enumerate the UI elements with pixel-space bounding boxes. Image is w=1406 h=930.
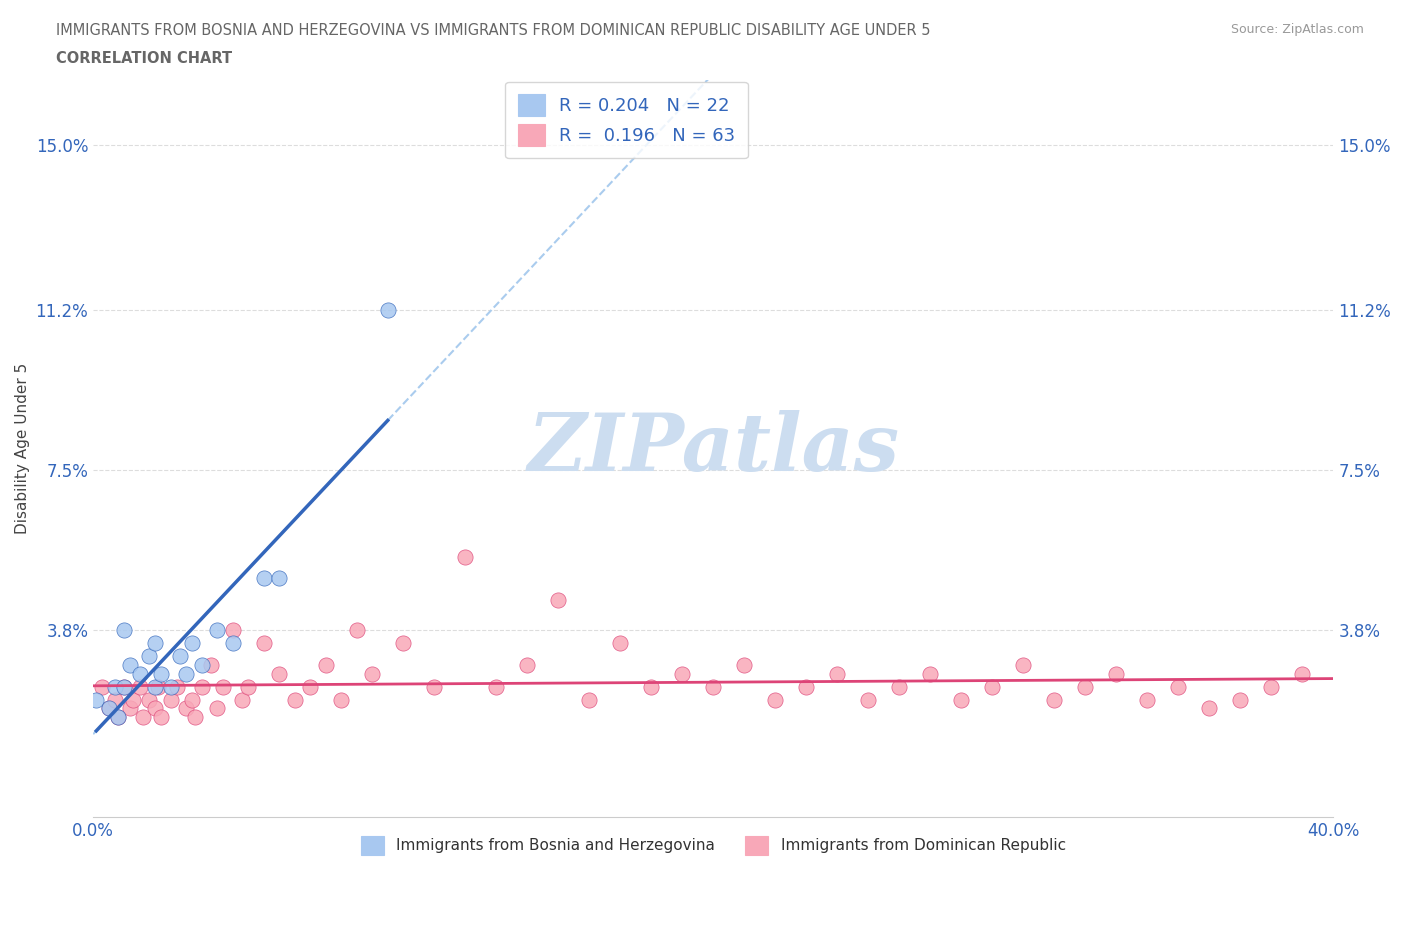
Point bbox=[253, 636, 276, 651]
Point bbox=[221, 623, 243, 638]
Point bbox=[1074, 679, 1097, 694]
Point bbox=[858, 692, 880, 707]
Text: ZIPatlas: ZIPatlas bbox=[527, 409, 900, 487]
Point bbox=[181, 692, 204, 707]
Point bbox=[1105, 666, 1128, 681]
Point bbox=[169, 649, 191, 664]
Point bbox=[392, 636, 415, 651]
Point bbox=[181, 636, 204, 651]
Point bbox=[547, 592, 569, 607]
Point bbox=[640, 679, 662, 694]
Text: Source: ZipAtlas.com: Source: ZipAtlas.com bbox=[1230, 23, 1364, 36]
Point bbox=[159, 679, 181, 694]
Point bbox=[346, 623, 368, 638]
Point bbox=[120, 658, 142, 672]
Point bbox=[190, 658, 212, 672]
Point bbox=[200, 658, 222, 672]
Point bbox=[950, 692, 973, 707]
Legend: Immigrants from Bosnia and Herzegovina, Immigrants from Dominican Republic: Immigrants from Bosnia and Herzegovina, … bbox=[354, 830, 1071, 860]
Point bbox=[454, 550, 477, 565]
Point bbox=[763, 692, 786, 707]
Point bbox=[148, 679, 170, 694]
Point bbox=[221, 636, 243, 651]
Point bbox=[150, 666, 173, 681]
Point bbox=[377, 302, 399, 317]
Point bbox=[231, 692, 253, 707]
Y-axis label: Disability Age Under 5: Disability Age Under 5 bbox=[15, 363, 30, 534]
Point bbox=[299, 679, 322, 694]
Point bbox=[1260, 679, 1282, 694]
Point bbox=[1136, 692, 1159, 707]
Point bbox=[91, 679, 114, 694]
Point bbox=[284, 692, 307, 707]
Point bbox=[1043, 692, 1066, 707]
Point bbox=[104, 692, 127, 707]
Point bbox=[609, 636, 631, 651]
Point bbox=[578, 692, 600, 707]
Point bbox=[1229, 692, 1251, 707]
Point bbox=[104, 679, 127, 694]
Point bbox=[174, 701, 197, 716]
Point bbox=[269, 666, 291, 681]
Point bbox=[143, 701, 166, 716]
Point bbox=[269, 571, 291, 586]
Point bbox=[205, 623, 228, 638]
Point bbox=[423, 679, 446, 694]
Text: IMMIGRANTS FROM BOSNIA AND HERZEGOVINA VS IMMIGRANTS FROM DOMINICAN REPUBLIC DIS: IMMIGRANTS FROM BOSNIA AND HERZEGOVINA V… bbox=[56, 23, 931, 38]
Text: CORRELATION CHART: CORRELATION CHART bbox=[56, 51, 232, 66]
Point bbox=[166, 679, 188, 694]
Point bbox=[238, 679, 260, 694]
Point bbox=[143, 636, 166, 651]
Point bbox=[138, 692, 160, 707]
Point bbox=[516, 658, 538, 672]
Point bbox=[1198, 701, 1220, 716]
Point bbox=[120, 701, 142, 716]
Point bbox=[702, 679, 724, 694]
Point bbox=[112, 679, 135, 694]
Point bbox=[827, 666, 849, 681]
Point bbox=[920, 666, 942, 681]
Point bbox=[107, 710, 129, 724]
Point bbox=[107, 710, 129, 724]
Point bbox=[889, 679, 911, 694]
Point bbox=[97, 701, 120, 716]
Point bbox=[330, 692, 353, 707]
Point bbox=[122, 692, 145, 707]
Point bbox=[1167, 679, 1189, 694]
Point bbox=[112, 623, 135, 638]
Point bbox=[128, 666, 150, 681]
Point bbox=[84, 692, 107, 707]
Point bbox=[132, 710, 155, 724]
Point bbox=[128, 679, 150, 694]
Point bbox=[190, 679, 212, 694]
Point bbox=[733, 658, 755, 672]
Point bbox=[361, 666, 384, 681]
Point bbox=[485, 679, 508, 694]
Point bbox=[184, 710, 207, 724]
Point bbox=[138, 649, 160, 664]
Point bbox=[212, 679, 235, 694]
Point bbox=[205, 701, 228, 716]
Point bbox=[1012, 658, 1035, 672]
Point bbox=[112, 679, 135, 694]
Point bbox=[150, 710, 173, 724]
Point bbox=[159, 692, 181, 707]
Point bbox=[671, 666, 693, 681]
Point bbox=[97, 701, 120, 716]
Point bbox=[981, 679, 1004, 694]
Point bbox=[174, 666, 197, 681]
Point bbox=[1291, 666, 1313, 681]
Point bbox=[253, 571, 276, 586]
Point bbox=[794, 679, 817, 694]
Point bbox=[315, 658, 337, 672]
Point bbox=[143, 679, 166, 694]
